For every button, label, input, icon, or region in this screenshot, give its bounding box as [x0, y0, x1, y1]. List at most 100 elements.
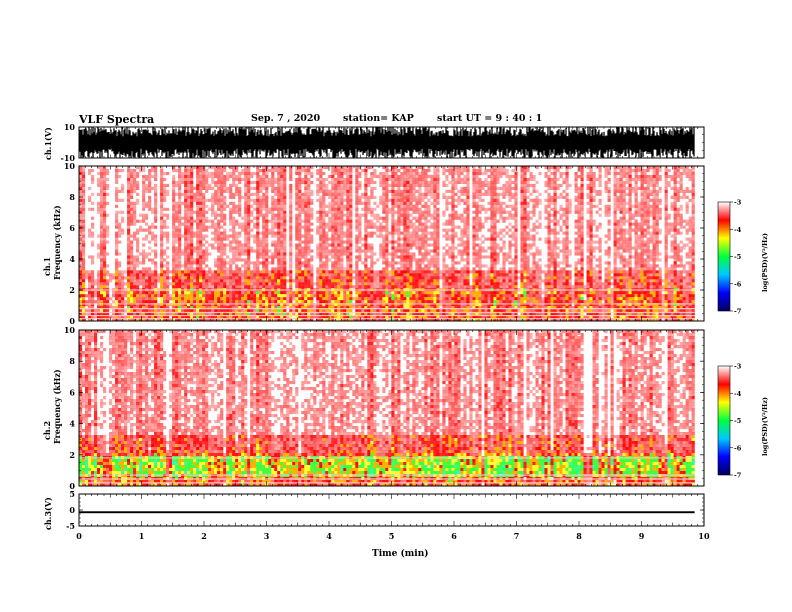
ch1-spectrogram-cell	[574, 183, 578, 188]
ch1-spectrogram-cell	[184, 180, 188, 185]
ch1-spectrogram-cell	[514, 168, 518, 173]
ch1-spectrogram-cell	[622, 231, 626, 235]
ch1-spectrogram-cell	[460, 189, 464, 193]
ch1-spectrogram-cell	[574, 240, 578, 244]
ch1-spectrogram-cell	[250, 171, 254, 176]
ch1-spectrogram-cell	[622, 186, 626, 190]
ch1-spectrogram-cell	[634, 171, 638, 176]
ch1-spectrogram-cell	[565, 237, 569, 241]
ch1-spectrogram-cell	[199, 186, 203, 190]
ch1-spectrogram-cell	[556, 186, 560, 190]
ch1-spectrogram-cell	[277, 255, 281, 259]
ch1-spectrogram-cell	[676, 243, 680, 247]
ch1-spectrogram-cell	[451, 171, 455, 176]
ch1-spectrogram-cell	[679, 171, 683, 176]
ch1-spectrogram-cell	[553, 225, 557, 229]
ch1-spectrogram-cell	[148, 180, 152, 185]
ch1-spectrogram-cell	[334, 171, 338, 176]
ch1-spectrogram-cell	[553, 261, 557, 265]
ch1-spectrogram-cell	[172, 234, 176, 238]
ch1-spectrogram-cell	[238, 222, 242, 226]
ch1-spectrogram-cell	[655, 174, 659, 179]
ch1-spectrogram-cell	[319, 225, 323, 229]
ch1-spectrogram-cell	[457, 213, 461, 217]
ch1-spectrogram-cell	[133, 222, 137, 226]
ch1-spectrogram-cell	[577, 219, 581, 223]
ch1-spectrogram-cell	[403, 195, 407, 199]
ch1-spectrogram-cell	[133, 258, 137, 262]
ch1-spectrogram-cell	[307, 240, 311, 244]
ch1-spectrogram-cell	[625, 210, 629, 214]
ch1-spectrogram-cell	[457, 261, 461, 265]
ch1-spectrogram-cell	[574, 225, 578, 229]
ch1-spectrogram-cell	[214, 264, 218, 268]
ch1-spectrogram-cell	[568, 252, 572, 256]
ch1-spectrogram-cell	[457, 180, 461, 185]
ch1-spectrogram-cell	[340, 201, 344, 205]
ch1-spectrogram-cell	[340, 240, 344, 244]
ch1-spectrogram-cell	[283, 210, 287, 214]
ch1-spectrogram-cell	[544, 189, 548, 193]
ch1-spectrogram-cell	[274, 234, 278, 238]
ch1-spectrogram-cell	[397, 222, 401, 226]
ch1-spectrogram-cell	[322, 166, 326, 170]
ch1-spectrogram-cell	[232, 261, 236, 265]
ch1-spectrogram-cell	[412, 174, 416, 179]
ch1-spectrogram-cell	[100, 234, 104, 238]
ch1-spectrogram-cell	[265, 180, 269, 185]
ch1-spectrogram-cell	[646, 186, 650, 190]
ch1-spectrogram-cell	[277, 264, 281, 268]
ch1-spectrogram-cell	[172, 222, 176, 226]
ch1-spectrogram-cell	[598, 177, 602, 182]
ch1-spectrogram-cell	[673, 201, 677, 205]
ch1-spectrogram-cell	[532, 222, 536, 226]
ch1-spectrogram-cell	[595, 210, 599, 214]
ch1-spectrogram-cell	[379, 252, 383, 256]
ch1-spectrogram-cell	[172, 189, 176, 193]
ch1-spectrogram-cell	[475, 174, 479, 179]
ch1-spectrogram-cell	[499, 201, 503, 205]
ch1-spectrogram-cell	[382, 234, 386, 238]
ch1-spectrogram-cell	[148, 231, 152, 235]
ch1-spectrogram-cell	[121, 198, 125, 202]
ch1-spectrogram-cell	[529, 267, 533, 271]
ch1-spectrogram-cell	[562, 207, 566, 211]
ch1-spectrogram-cell	[421, 210, 425, 214]
ch1-spectrogram-cell	[277, 261, 281, 265]
ch1-spectrogram-cell	[280, 210, 284, 214]
ch1-spectrogram-cell	[559, 207, 563, 211]
ch1-spectrogram-cell	[535, 246, 539, 250]
ch1-spectrogram-cell	[154, 225, 158, 229]
ch1-spectrogram-cell	[385, 177, 389, 182]
ch1-spectrogram-cell	[685, 204, 689, 208]
ch1-spectrogram-cell	[214, 261, 218, 265]
ch1-spectrogram-cell	[274, 249, 278, 253]
ch1-spectrogram-cell	[364, 189, 368, 193]
ch1-spectrogram-cell	[289, 261, 293, 265]
ch1-spectrogram-cell	[316, 171, 320, 176]
ch1-spectrogram-cell	[637, 210, 641, 214]
ch1-spectrogram-cell	[613, 267, 617, 271]
ch1-spectrogram-cell	[79, 180, 83, 185]
ch1-spectrogram-cell	[172, 198, 176, 202]
ch1-spectrogram-cell	[436, 228, 440, 232]
ch1-spectrogram-cell	[184, 183, 188, 188]
ch1-spectrogram-cell	[97, 180, 101, 185]
ch1-spectrogram-cell	[82, 240, 86, 244]
ch1-spectrogram-cell	[370, 195, 374, 199]
ch1-spectrogram-cell	[214, 231, 218, 235]
ch1-spectrogram-cell	[412, 189, 416, 193]
ch1-spectrogram-cell	[616, 177, 620, 182]
ch1-spectrogram-cell	[106, 171, 110, 176]
ch1-spectrogram-cell	[268, 183, 272, 188]
ch1-spectrogram-cell	[127, 201, 131, 205]
ch1-spectrogram-cell	[415, 264, 419, 268]
ch1-spectrogram-cell	[304, 183, 308, 188]
ch1-spectrogram-cell	[589, 228, 593, 232]
ch1-spectrogram-cell	[139, 261, 143, 265]
ch1-spectrogram-cell	[619, 189, 623, 193]
ch1-spectrogram-cell	[391, 174, 395, 179]
ch1-spectrogram-cell	[646, 216, 650, 220]
ch1-spectrogram-cell	[235, 258, 239, 262]
ch1-spectrogram-cell	[163, 186, 167, 190]
